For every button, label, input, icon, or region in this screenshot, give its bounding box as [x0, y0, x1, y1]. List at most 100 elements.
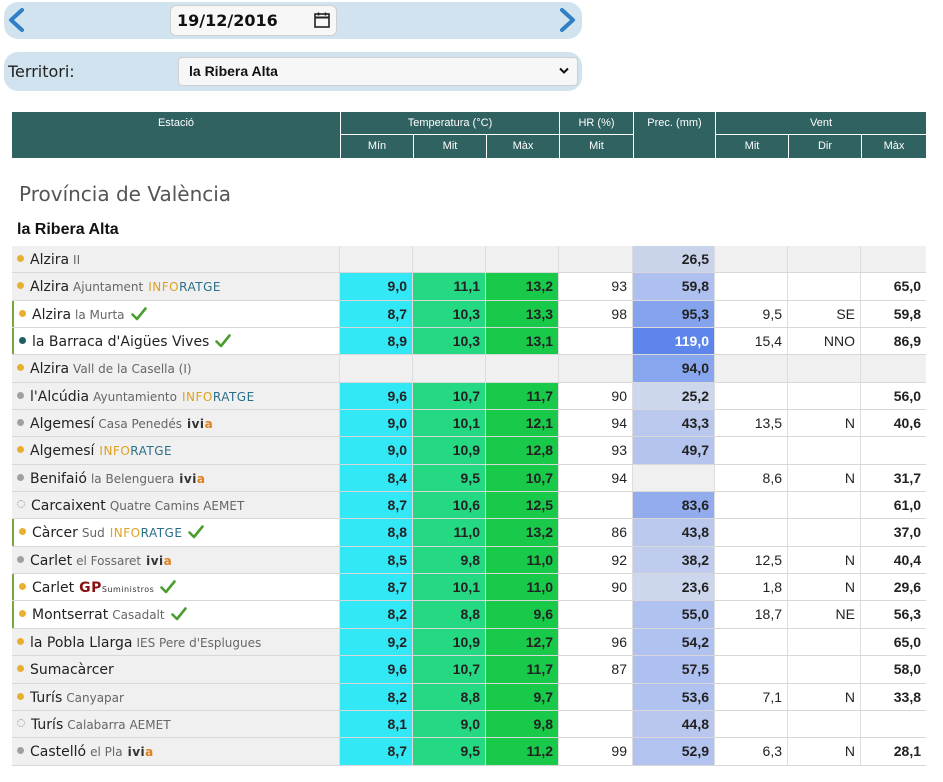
station-cell[interactable]: Alzira la Murta [12, 300, 340, 328]
temp-min-cell: 8,5 [340, 546, 413, 574]
prev-day-arrow-icon[interactable] [6, 8, 28, 32]
station-cell[interactable]: Turís Calabarra AEMET [12, 710, 340, 738]
temp-mit-cell: 11,1 [413, 273, 486, 300]
table-row: l'Alcúdia Ayuntamiento INFORATGE 9,6 10,7 11,… [12, 382, 926, 411]
stations-table: Alzira II 26,5 Alzira Ajuntament INFORATGE 9,0… [12, 246, 926, 766]
station-location: Quatre Camins AEMET [109, 499, 245, 514]
station-name: Alzira [30, 361, 70, 378]
temp-max-cell: 9,6 [486, 601, 559, 628]
next-day-arrow-icon[interactable] [556, 8, 578, 32]
header-vent-dir[interactable]: Dir [789, 135, 861, 158]
wind-max-cell: 40,4 [861, 546, 926, 574]
temp-max-cell [486, 246, 559, 273]
header-estacio[interactable]: Estació [12, 112, 340, 158]
wind-max-cell [861, 437, 926, 464]
temp-min-cell: 8,7 [340, 300, 413, 328]
station-location: Canyapar [66, 690, 124, 705]
wind-dir-cell [788, 273, 861, 300]
inforatge-logo-icon: INFORATGE [148, 280, 221, 295]
wind-max-cell: 65,0 [861, 628, 926, 656]
calendar-icon[interactable] [314, 12, 330, 28]
station-location: Casadalt [112, 608, 165, 623]
header-temp-min[interactable]: Mín [341, 135, 413, 158]
station-cell[interactable]: Algemesí Casa Penedés ivia [12, 410, 340, 437]
wind-mit-cell [715, 355, 788, 382]
station-cell[interactable]: la Barraca d'Aigües Vives [12, 328, 340, 355]
temp-min-cell: 9,0 [340, 273, 413, 300]
station-cell[interactable]: Alzira Ajuntament INFORATGE [12, 273, 340, 300]
hr-cell: 87 [559, 656, 633, 683]
status-dot-icon [19, 337, 26, 345]
station-cell[interactable]: Algemesí INFORATGE [12, 437, 340, 464]
prec-cell: 94,0 [633, 355, 715, 382]
station-cell[interactable]: Carlet GPSuministros [12, 574, 340, 601]
hr-cell: 96 [559, 628, 633, 656]
station-cell[interactable]: Turís Canyapar [12, 683, 340, 710]
station-cell[interactable]: Castelló el Pla ivia [12, 738, 340, 765]
temp-min-cell [340, 246, 413, 273]
temp-mit-cell: 8,8 [413, 683, 486, 710]
station-cell[interactable]: l'Alcúdia Ayuntamiento INFORATGE [12, 382, 340, 410]
station-cell[interactable]: Sumacàrcer [12, 656, 340, 683]
header-vent-max[interactable]: Màx [862, 135, 926, 158]
temp-mit-cell: 8,8 [413, 601, 486, 628]
temp-min-cell: 9,2 [340, 628, 413, 656]
temp-mit-cell: 9,5 [413, 738, 486, 765]
status-dot-icon [19, 583, 26, 591]
hr-cell [559, 328, 633, 355]
hr-cell: 99 [559, 738, 633, 765]
temp-max-cell: 11,2 [486, 738, 559, 765]
station-cell[interactable]: Alzira Vall de la Casella (I) [12, 355, 340, 382]
wind-mit-cell [715, 519, 788, 546]
wind-dir-cell: NE [788, 601, 861, 628]
prec-cell: 59,8 [633, 273, 715, 300]
temp-min-cell: 8,1 [340, 710, 413, 738]
wind-max-cell: 56,3 [861, 601, 926, 628]
wind-max-cell: 61,0 [861, 492, 926, 519]
station-cell[interactable]: Carcaixent Quatre Camins AEMET [12, 492, 340, 519]
station-cell[interactable]: Benifaió la Belenguera ivia [12, 464, 340, 492]
hr-cell [559, 355, 633, 382]
wind-mit-cell: 9,5 [715, 300, 788, 328]
table-row: la Barraca d'Aigües Vives 8,9 10,3 13,1 119,… [12, 328, 926, 356]
station-cell[interactable]: la Pobla Llarga IES Pere d'Esplugues [12, 628, 340, 656]
territori-select[interactable]: la Ribera Alta [178, 57, 578, 86]
ivia-logo-icon: ivia [179, 471, 206, 486]
station-location: Calabarra AEMET [67, 717, 171, 732]
station-location: el Pla [90, 745, 123, 760]
station-cell[interactable]: Montserrat Casadalt [12, 601, 340, 628]
station-name: Turís [31, 716, 64, 733]
hr-cell: 94 [559, 410, 633, 437]
temp-max-cell: 11,0 [486, 546, 559, 574]
header-temp-max[interactable]: Màx [487, 135, 559, 158]
date-input[interactable]: 19/12/2016 [170, 5, 337, 36]
temp-mit-cell: 10,7 [413, 656, 486, 683]
wind-mit-cell: 15,4 [715, 328, 788, 355]
temp-max-cell: 12,5 [486, 492, 559, 519]
status-dot-icon [17, 747, 24, 755]
station-cell[interactable]: Càrcer Sud INFORATGE [12, 519, 340, 546]
prec-cell [633, 464, 715, 492]
status-dot-icon [17, 473, 24, 481]
station-name: Sumacàrcer [30, 662, 114, 679]
temp-mit-cell: 10,6 [413, 492, 486, 519]
header-vent-mit[interactable]: Mit [716, 135, 788, 158]
header-prec[interactable]: Prec. (mm) [634, 112, 715, 158]
header-temp-mit[interactable]: Mit [414, 135, 486, 158]
table-row: Alzira la Murta 8,7 10,3 13,3 98 95,3 9,5 SE 59,8 [12, 300, 926, 329]
table-row: Carlet el Fossaret ivia 8,5 9,8 11,0 92 38,2 12,… [12, 546, 926, 575]
station-location: IES Pere d'Esplugues [136, 635, 262, 650]
station-cell[interactable]: Alzira II [12, 246, 340, 273]
temp-max-cell: 12,1 [486, 410, 559, 437]
station-cell[interactable]: Carlet el Fossaret ivia [12, 546, 340, 574]
station-location: Sud [81, 526, 105, 541]
hr-cell: 94 [559, 464, 633, 492]
status-dot-icon [17, 718, 25, 727]
station-name: Montserrat [32, 607, 109, 624]
header-hr-mit[interactable]: Mit [560, 135, 633, 158]
status-dot-icon [17, 255, 24, 262]
station-name: Algemesí [30, 416, 95, 433]
wind-max-cell: 58,0 [861, 656, 926, 683]
prec-cell: 54,2 [633, 628, 715, 656]
territori-bar: Territori: la Ribera Alta [4, 52, 582, 91]
